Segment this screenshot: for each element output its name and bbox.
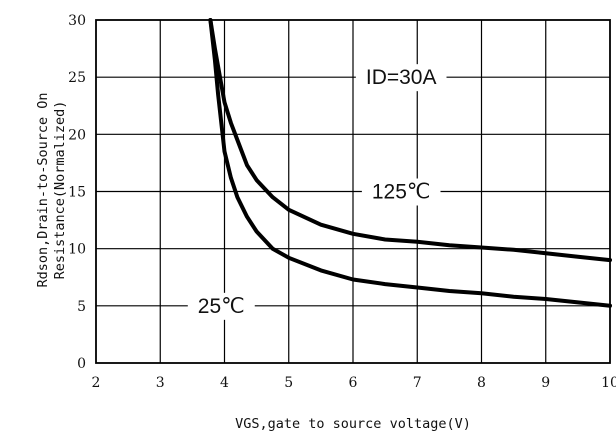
annotations: ID=30A 125℃ 25℃ xyxy=(187,64,447,320)
annotation-0: ID=30A xyxy=(355,64,447,92)
y-tick-label: 0 xyxy=(77,356,86,372)
annotation-label: 125℃ xyxy=(372,181,431,204)
x-tick-label: 7 xyxy=(413,375,422,391)
series-line-125c xyxy=(208,18,612,263)
y-tick-label: 30 xyxy=(68,13,86,29)
y-tick-label: 10 xyxy=(68,242,86,258)
x-tick-label: 6 xyxy=(349,375,358,391)
annotation-label: 25℃ xyxy=(198,295,245,318)
annotation-label: ID=30A xyxy=(366,66,437,89)
annotation-bg xyxy=(361,178,441,206)
series-line-25c xyxy=(208,18,612,308)
annotation-1: 125℃ xyxy=(361,178,441,206)
y-tick-label: 20 xyxy=(68,127,86,143)
tick-labels: 2 3 4 5 6 7 8 9 10 0 5 10 15 20 25 30 xyxy=(68,13,616,391)
y-tick-label: 25 xyxy=(68,70,86,86)
annotation-bg xyxy=(187,292,255,320)
x-tick-label: 2 xyxy=(92,375,101,391)
y-axis-title-line1: Rdson,Drain-to-Source On xyxy=(35,92,51,287)
plot-frame xyxy=(95,19,611,364)
x-tick-label: 4 xyxy=(220,375,229,391)
annotation-2: 25℃ xyxy=(187,292,255,320)
x-tick-label: 9 xyxy=(541,375,550,391)
y-axis-title-line2: Resistance(Normalized) xyxy=(52,101,68,280)
y-tick-label: 5 xyxy=(77,299,86,315)
grid xyxy=(96,20,610,363)
x-tick-label: 3 xyxy=(156,375,165,391)
x-tick-label: 10 xyxy=(601,375,616,391)
x-tick-label: 8 xyxy=(477,375,486,391)
annotation-bg xyxy=(355,64,447,92)
x-tick-label: 5 xyxy=(284,375,293,391)
curves xyxy=(208,18,612,308)
y-tick-label: 15 xyxy=(68,185,86,201)
x-axis-title: VGS,gate to source voltage(V) xyxy=(235,416,471,432)
